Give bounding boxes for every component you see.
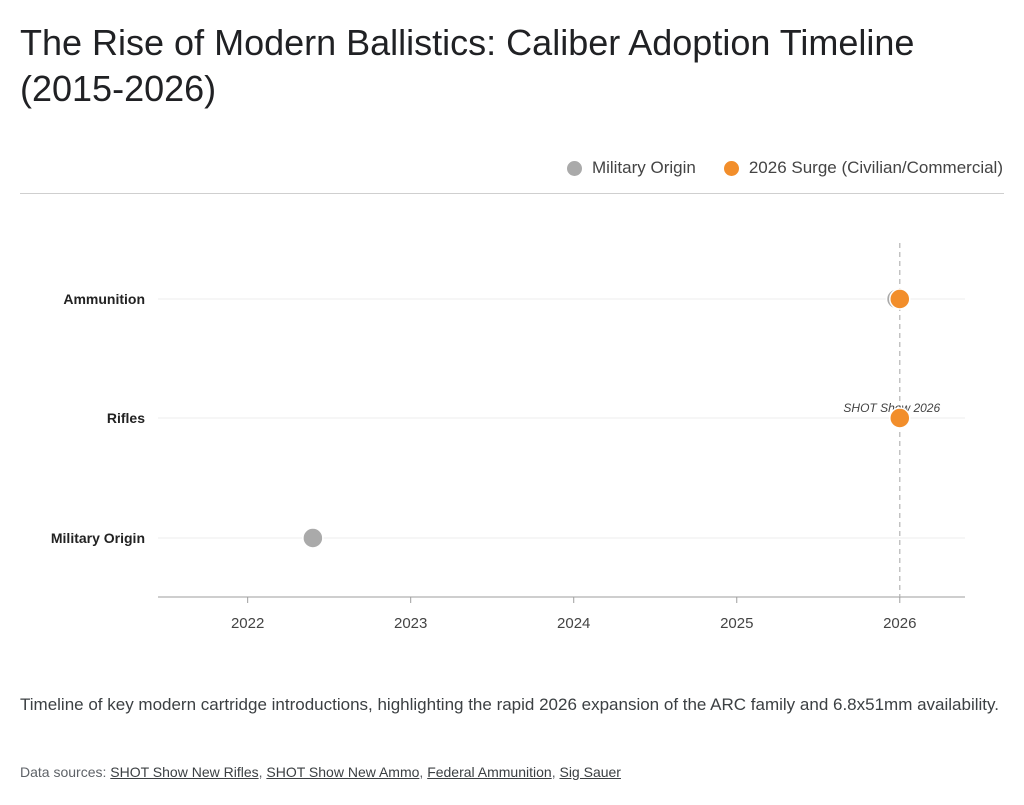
legend-label-military: Military Origin [591,158,696,177]
legend-label-surge: 2026 Surge (Civilian/Commercial) [748,158,1003,177]
legend-dot-surge [723,160,739,176]
source-link-ammo[interactable]: SHOT Show New Ammo [266,764,420,780]
y-tick-label: Military Origin [51,530,145,546]
x-tick-label: 2025 [720,615,753,632]
source-link-rifles[interactable]: SHOT Show New Rifles [110,764,259,780]
data-point-military [302,527,324,549]
chart-caption: Timeline of key modern cartridge introdu… [20,695,999,714]
sources-prefix: Data sources: [20,764,111,780]
x-tick-label: 2026 [883,615,916,632]
source-link-sig[interactable]: Sig Sauer [559,764,621,780]
y-tick-label: Rifles [107,410,145,426]
data-point-surge [889,288,911,310]
legend-item-military[interactable]: Military Origin [566,158,696,178]
chart-title: The Rise of Modern Ballistics: Caliber A… [20,22,915,109]
source-link-federal[interactable]: Federal Ammunition [427,764,552,780]
data-point-surge [889,407,911,429]
source-separator: , [258,764,267,780]
x-tick-label: 2022 [231,615,264,632]
chart-legend: Military Origin 2026 Surge (Civilian/Com… [566,158,1003,178]
timeline-chart: Ammunition Rifles Military Origin 2022 2023 2… [51,243,965,632]
source-separator: , [551,764,560,780]
source-separator: , [419,764,428,780]
reference-line-label: SHOT Show 2026 [843,401,940,415]
data-sources: Data sources: SHOT Show New Rifles, SHOT… [20,764,621,780]
legend-dot-military [566,160,582,176]
legend-item-surge[interactable]: 2026 Surge (Civilian/Commercial) [723,158,1003,178]
y-tick-label: Ammunition [63,291,145,307]
x-tick-label: 2023 [394,615,427,632]
x-tick-label: 2024 [557,615,590,632]
legend-divider [20,193,1004,194]
